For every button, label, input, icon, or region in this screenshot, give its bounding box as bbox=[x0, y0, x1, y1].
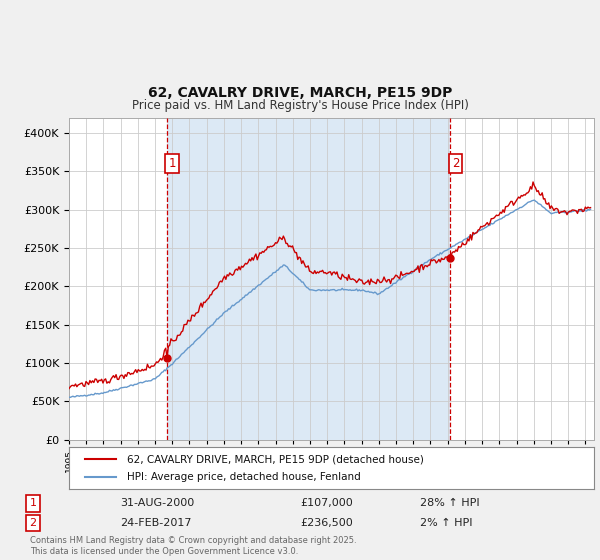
Text: Price paid vs. HM Land Registry's House Price Index (HPI): Price paid vs. HM Land Registry's House … bbox=[131, 99, 469, 112]
Text: 1: 1 bbox=[169, 157, 176, 170]
Text: HPI: Average price, detached house, Fenland: HPI: Average price, detached house, Fenl… bbox=[127, 472, 361, 482]
Text: 31-AUG-2000: 31-AUG-2000 bbox=[120, 498, 194, 508]
Text: 24-FEB-2017: 24-FEB-2017 bbox=[120, 518, 191, 528]
Text: Contains HM Land Registry data © Crown copyright and database right 2025.
This d: Contains HM Land Registry data © Crown c… bbox=[30, 536, 356, 556]
Text: £236,500: £236,500 bbox=[300, 518, 353, 528]
Text: 2% ↑ HPI: 2% ↑ HPI bbox=[420, 518, 473, 528]
Text: £107,000: £107,000 bbox=[300, 498, 353, 508]
Text: 2: 2 bbox=[452, 157, 460, 170]
Bar bbox=[167, 118, 450, 440]
Text: 2: 2 bbox=[29, 518, 37, 528]
Text: 28% ↑ HPI: 28% ↑ HPI bbox=[420, 498, 479, 508]
Text: 62, CAVALRY DRIVE, MARCH, PE15 9DP (detached house): 62, CAVALRY DRIVE, MARCH, PE15 9DP (deta… bbox=[127, 455, 424, 464]
Text: 1: 1 bbox=[29, 498, 37, 508]
Text: 62, CAVALRY DRIVE, MARCH, PE15 9DP: 62, CAVALRY DRIVE, MARCH, PE15 9DP bbox=[148, 86, 452, 100]
